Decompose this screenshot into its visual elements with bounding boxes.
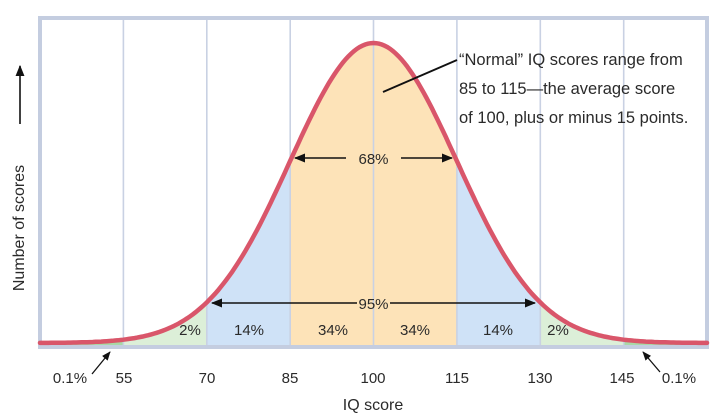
- annotation-line-2: 85 to 115—the average score: [459, 80, 675, 98]
- annotation-pointer: [382, 59, 458, 93]
- gridlines: [122, 18, 625, 347]
- x-tick-100: 100: [360, 370, 385, 387]
- tail-left-label: 0.1%: [53, 370, 87, 387]
- x-tick-130: 130: [527, 370, 552, 387]
- band-label-14-right: 14%: [483, 322, 513, 339]
- band-label-2-left: 2%: [179, 322, 201, 339]
- x-axis-title: IQ score: [343, 397, 404, 414]
- x-tick-145: 145: [609, 370, 634, 387]
- band-label-14-left: 14%: [234, 322, 264, 339]
- x-tick-115: 115: [445, 370, 469, 387]
- normal-curve: [37, 40, 710, 346]
- y-axis-title: Number of scores: [11, 165, 28, 291]
- x-tick-70: 70: [199, 370, 216, 387]
- band-6: [540, 302, 624, 345]
- annotation-line-1: “Normal” IQ scores range from: [459, 51, 683, 69]
- plot-frame: [38, 16, 709, 349]
- band-1: [123, 302, 207, 345]
- x-tick-55: 55: [116, 370, 133, 387]
- annotation-line-3: of 100, plus or minus 15 points.: [459, 109, 688, 127]
- band-label-34-left: 34%: [318, 322, 348, 339]
- range-68-label: 68%: [358, 151, 388, 168]
- range-95-label: 95%: [358, 296, 388, 313]
- tail-right-pointer: [642, 351, 661, 373]
- x-tick-85: 85: [282, 370, 299, 387]
- band-label-2-right: 2%: [547, 322, 569, 339]
- tail-right-label: 0.1%: [662, 370, 696, 387]
- tail-left-pointer: [91, 351, 111, 375]
- band-label-34-right: 34%: [400, 322, 430, 339]
